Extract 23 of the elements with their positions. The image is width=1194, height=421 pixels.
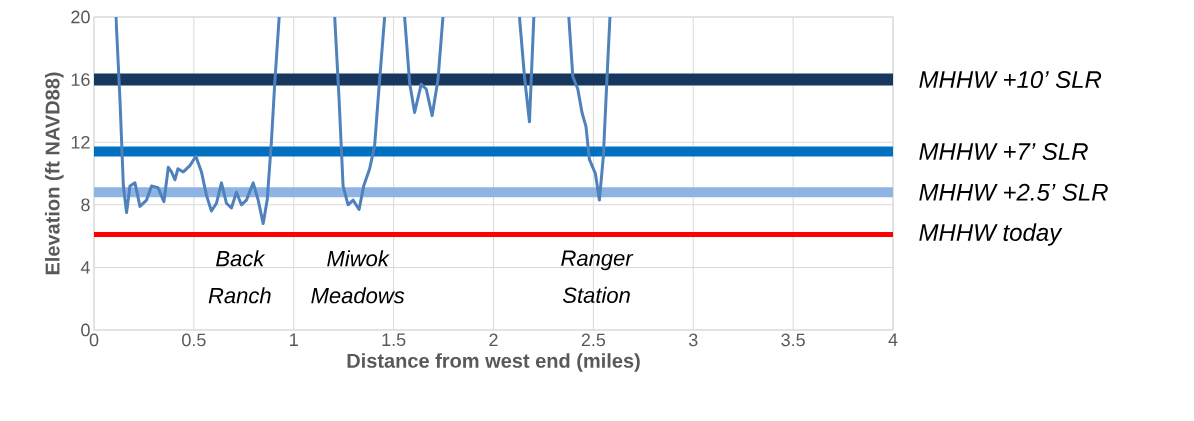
x-tick-label: 2 [489,333,498,347]
x-tick-label: 0.5 [182,333,206,347]
y-tick-label: 4 [80,261,90,274]
y-axis-title: Elevation (ft NAVD88) [44,72,64,275]
x-tick-label: 4 [888,333,898,346]
x-tick-label: 3 [688,333,698,347]
x-tick-label: 3.5 [781,333,805,347]
ref-line-label: MHHW +2.5’ SLR [919,183,1108,201]
y-tick-label: 8 [81,198,90,212]
x-tick-label: 2.5 [581,333,606,347]
annotation: Ranger Station [561,250,634,303]
x-tick-label: 1.5 [382,333,406,347]
y-tick-label: 12 [71,135,90,149]
ref-line-label: MHHW +10’ SLR [919,71,1102,89]
annotation: Miwok Meadows [311,250,405,304]
x-tick-label: 1 [290,333,298,346]
y-tick-label: 16 [71,73,90,86]
x-axis-title: Distance from west end (miles) [347,353,640,372]
ref-line-label: MHHW today [919,223,1063,246]
y-tick-label: 20 [71,10,90,24]
annotation: Back Ranch [208,250,271,304]
ref-line-label: MHHW +7’ SLR [919,143,1088,161]
y-tick-label: 0 [81,323,90,337]
